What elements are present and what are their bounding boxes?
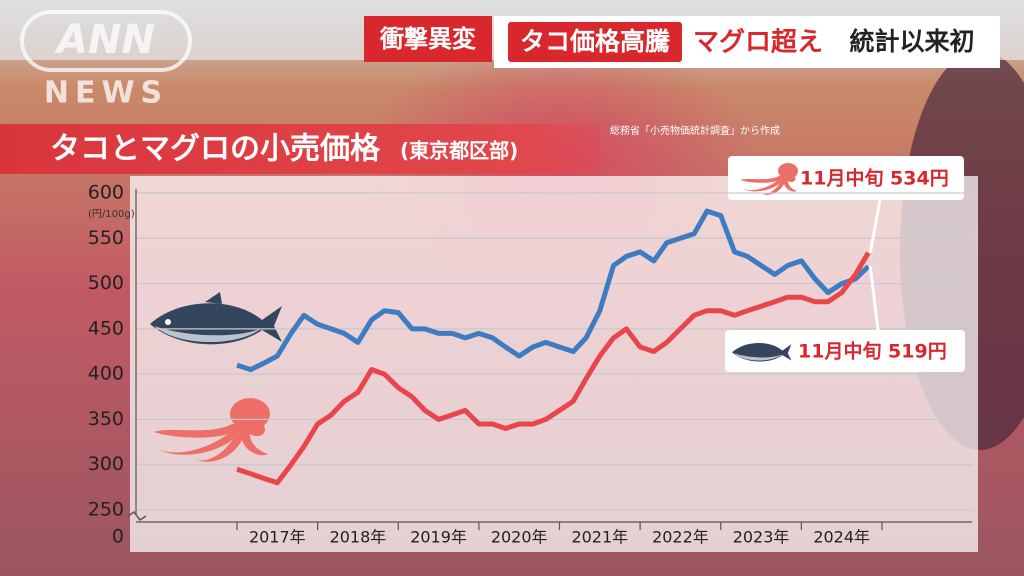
series-line [236, 251, 871, 486]
axis-break [127, 510, 147, 522]
logo-bottom: NEWS [44, 76, 168, 111]
series-line [236, 208, 871, 373]
callout-pointer [868, 199, 882, 254]
x-tick-label: 2019年 [410, 528, 467, 547]
logo-top: ANN [54, 17, 155, 63]
logo-frame [20, 10, 192, 72]
banner-tag-box [364, 16, 492, 62]
plot: 250 300 350 400 450 500 550 600 0 2017年 2018年 2019年… [88, 167, 972, 548]
y-tick-label: 250 [88, 499, 124, 521]
chart-title: タコとマグロの小売価格 [50, 132, 381, 167]
callout-pointer [868, 266, 880, 331]
source-note: 総務省「小売物価統計調査」から作成 [610, 124, 780, 137]
y-unit: (円/100g) [88, 209, 135, 220]
title-bar [0, 124, 600, 174]
x-tick-label: 2023年 [733, 528, 790, 547]
octopus-icon [154, 398, 270, 462]
y-tick-label: 600 [88, 182, 124, 204]
octopus-icon [740, 163, 798, 195]
y-tick-label: 400 [88, 363, 124, 385]
y-tick-label: 300 [88, 453, 124, 475]
y-tick-label: 500 [88, 272, 124, 294]
banner-highlight: タコ価格高騰 [520, 27, 671, 56]
x-tick-label: 2022年 [652, 528, 709, 547]
chart-subtitle: (東京都区部) [400, 139, 518, 163]
x-tick-label: 2024年 [813, 528, 870, 547]
callout-box [725, 330, 965, 372]
banner-emphasis: マグロ超え [693, 28, 823, 58]
y-tick-label: 450 [88, 317, 124, 339]
annotation: 11月中旬 519円 [798, 340, 947, 363]
tuna-icon [150, 292, 282, 345]
x-tick-label: 2018年 [330, 528, 387, 547]
axis-break-label: 0 [112, 526, 124, 548]
y-tick-label: 550 [88, 227, 124, 249]
banner-highlight-box [508, 22, 682, 62]
x-tick-label: 2017年 [249, 528, 306, 547]
logo: ANN NEWS [20, 10, 192, 111]
annotation: 11月中旬 534円 [800, 167, 949, 190]
tuna-icon [732, 343, 792, 362]
x-tick-label: 2021年 [571, 528, 628, 547]
y-tick-label: 350 [88, 408, 124, 430]
banner-text: 統計以来初 [849, 27, 974, 56]
x-tick-label: 2020年 [491, 528, 548, 547]
banner-tag: 衝撃異変 [379, 25, 476, 53]
